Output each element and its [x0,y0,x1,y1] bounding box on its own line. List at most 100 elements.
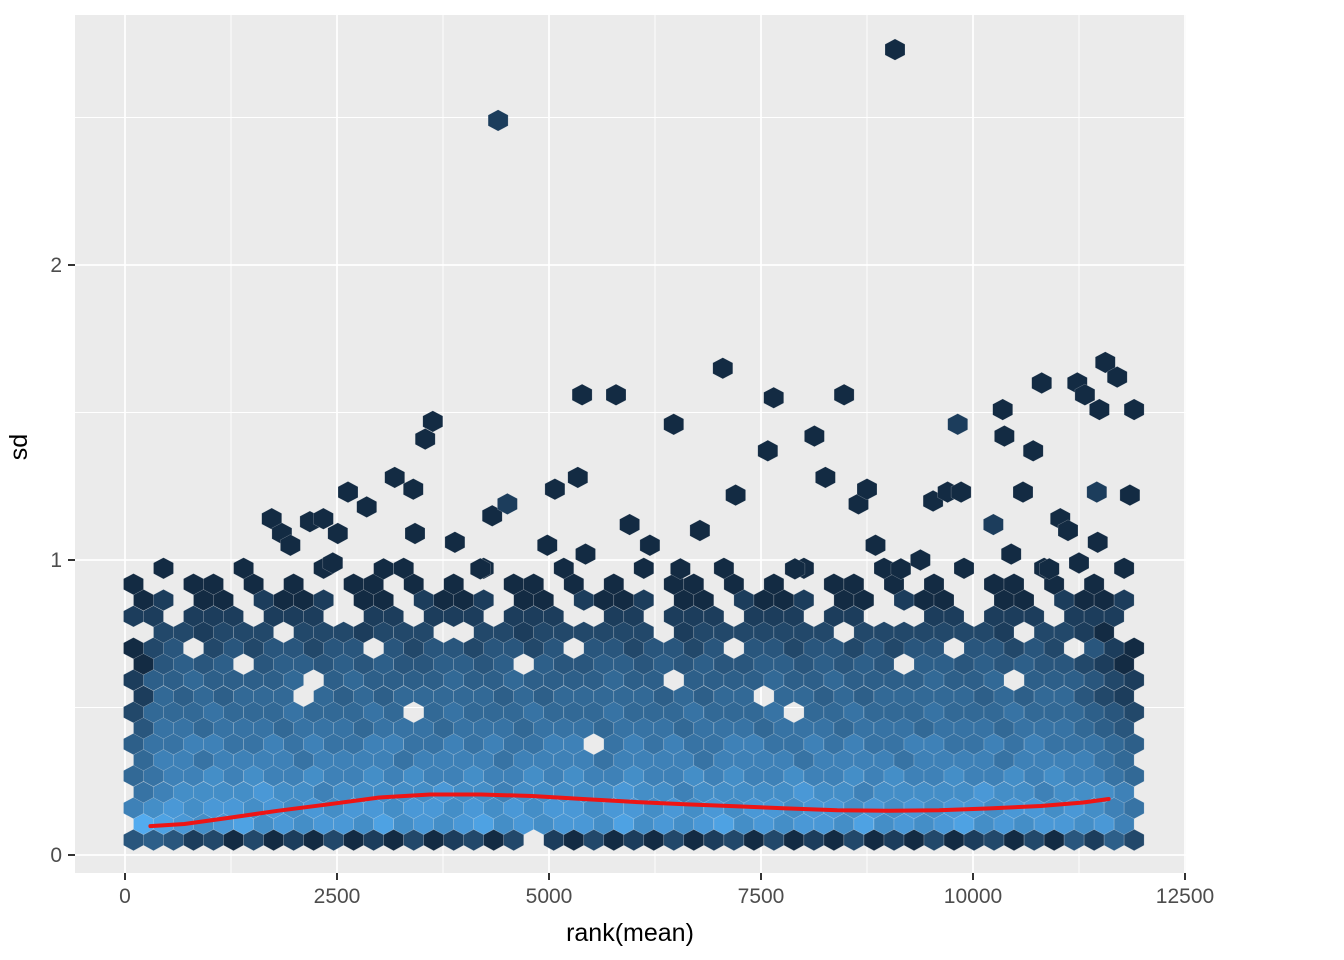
x-tick-label: 7500 [738,885,785,908]
hex-cell [463,605,484,628]
scatter-hex [856,478,878,501]
hex-cell [1123,637,1145,660]
hex-cell [623,605,645,628]
hex-cell [1003,573,1025,596]
hex-cell [703,605,725,628]
hex-cell [923,573,945,596]
hex-cell [203,573,224,596]
hex-cell [153,589,174,612]
hex-cell [123,573,144,596]
scatter-hex [444,531,466,554]
scatter-hex [497,493,518,515]
hex-cell [543,605,564,628]
scatter-hex [327,522,349,545]
hex-cell [373,685,394,708]
scatter-hex [1074,383,1096,406]
hex-cell [1003,605,1025,628]
hex-cell [843,605,865,628]
hex-cell [633,589,655,612]
hex-cell [553,557,575,580]
x-axis-title: rank(mean) [566,919,694,947]
hex-cell [1113,589,1135,612]
scatter-hex [487,109,509,132]
scatter-hex [1095,351,1116,374]
scatter-hex [663,413,684,436]
hex-scatter-layer [261,38,1145,580]
scatter-hex [670,557,691,580]
hex-cell [533,685,554,708]
scatter-hex [1031,372,1052,394]
scatter-hex [947,413,968,436]
scatter-hex [833,383,855,406]
scatter-hex [1087,531,1108,554]
scatter-hex [1123,398,1145,421]
scatter-hex [784,557,806,580]
hex-cell [793,589,815,612]
scatter-hex [356,495,377,518]
scatter-hex [639,534,661,557]
hex-cell [1113,557,1135,580]
hex-cell [713,557,735,580]
scatter-hex [322,552,344,574]
scatter-hex [884,38,906,61]
scatter-hex [1106,366,1128,389]
hex-cell [1013,781,1035,804]
hex-cell [843,573,865,596]
scatter-hex [983,513,1004,536]
scatter-hex [763,386,784,409]
hex-cell [763,573,785,596]
scatter-hex [373,557,394,580]
hex-cell [603,573,625,596]
scatter-hex [414,428,436,451]
hex-cell [273,685,294,708]
scatter-hex [337,481,359,504]
x-axis-tick-labels: 0 2500 5000 7500 10000 12500 [119,885,1214,908]
hex-cell [853,685,875,708]
hex-cell [523,573,544,596]
hex-cell [1083,573,1105,596]
hex-cell [223,605,244,628]
scatter-hex [619,513,640,536]
hex-cell [303,605,324,628]
hex-cell [143,605,164,628]
hex-cell [733,685,755,708]
scatter-hex [422,410,444,433]
scatter-hex [1086,481,1108,504]
scatter-hex [404,522,426,545]
scatter-hex [470,557,491,580]
scatter-hex [403,478,424,501]
scatter-hex [1012,481,1034,504]
hex-cell [683,605,705,628]
scatter-hex [725,484,746,507]
scatter-hex [280,534,301,557]
scatter-hex [994,425,1015,448]
x-tick-label: 0 [119,885,131,908]
scatter-hex [1000,543,1022,566]
scatter-hex [313,507,334,530]
scatter-hex [815,466,836,489]
scatter-hex [950,481,972,504]
hex-cell [693,781,715,804]
x-tick-label: 2500 [314,885,361,908]
hex-cell [1113,781,1135,804]
scatter-hex [571,383,593,406]
hex-cell [213,781,234,804]
scatter-hex [567,466,589,489]
hex-cell [693,685,715,708]
scatter-hex [575,543,596,566]
hex-cell [1113,685,1135,708]
hex-cell [383,605,404,628]
hex-band-layer [123,557,1145,851]
scatter-hex [1022,439,1044,462]
scatter-hex [537,534,558,557]
scatter-hex [992,398,1013,421]
scatter-hex [384,466,405,489]
scatter-hex [1057,519,1079,542]
scatter-hex [605,383,627,406]
scatter-hex [689,519,711,542]
hex-cell [783,605,805,628]
scatter-hex [1068,552,1090,574]
hex-cell [943,605,965,628]
